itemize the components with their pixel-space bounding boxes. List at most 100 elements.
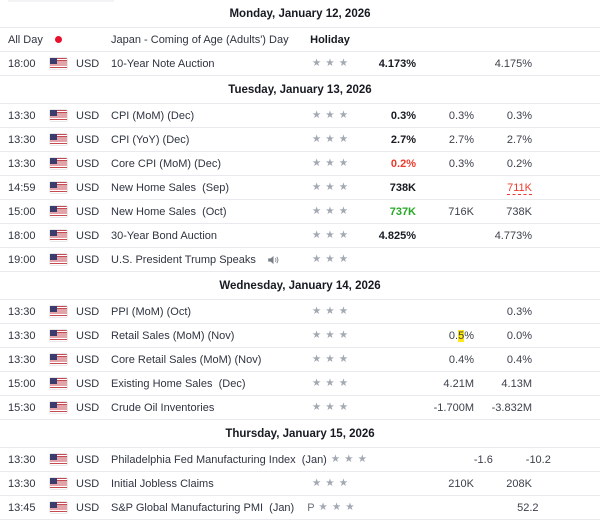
currency-label: USD bbox=[76, 205, 100, 218]
event-name[interactable]: S&P Global Manufacturing PMI (Jan) bbox=[111, 501, 295, 514]
currency-label: USD bbox=[76, 157, 100, 170]
currency-label: USD bbox=[76, 401, 100, 414]
previous-value: 0.3% bbox=[506, 109, 532, 122]
event-name[interactable]: New Home Sales (Oct) bbox=[111, 205, 227, 218]
star-icon: ★ bbox=[330, 453, 341, 466]
forecast-value: 4.21M bbox=[443, 377, 474, 390]
date-header: Wednesday, January 14, 2026 bbox=[0, 272, 600, 300]
us-flag-canton bbox=[49, 478, 57, 484]
event-name[interactable]: PPI (MoM) (Oct) bbox=[111, 305, 192, 318]
event-name[interactable]: Japan - Coming of Age (Adults') Day bbox=[111, 33, 289, 46]
event-row[interactable]: All Day Japan - Coming of Age (Adults') … bbox=[0, 28, 600, 52]
event-name[interactable]: New Home Sales (Sep) bbox=[111, 181, 229, 194]
us-flag-canton bbox=[49, 158, 57, 164]
us-flag-icon bbox=[49, 478, 67, 489]
us-flag-icon bbox=[49, 254, 67, 265]
us-flag-canton bbox=[49, 354, 57, 360]
event-row[interactable]: 15:00 USD New Home Sales (Oct) ★ ★ ★ 737K … bbox=[0, 200, 600, 224]
event-name[interactable]: CPI (MoM) (Dec) bbox=[111, 109, 195, 122]
event-row[interactable]: 14:59 USD New Home Sales (Sep) ★ ★ ★ 738K … bbox=[0, 176, 600, 200]
forecast-value: 716K bbox=[448, 205, 474, 218]
event-name-cell: PPI (MoM) (Oct) bbox=[103, 306, 308, 318]
star-icon: ★ bbox=[318, 501, 328, 514]
event-name[interactable]: CPI (YoY) (Dec) bbox=[111, 133, 190, 146]
star-icon: ★ bbox=[311, 377, 322, 390]
star-icon: ★ bbox=[311, 181, 322, 194]
event-name-cell: Retail Sales (MoM) (Nov) bbox=[103, 330, 308, 342]
event-row[interactable]: 13:45 USD S&P Global Manufacturing PMI (… bbox=[0, 496, 600, 520]
forecast-value: -1.700M bbox=[433, 401, 474, 414]
event-name-cell: CPI (YoY) (Dec) bbox=[103, 134, 308, 146]
star-icon: ★ bbox=[325, 477, 335, 490]
previous-value: 738K bbox=[506, 205, 532, 218]
event-row[interactable]: 19:00 USD U.S. President Trump Speaks ★ ★… bbox=[0, 248, 600, 272]
star-icon: ★ bbox=[338, 157, 349, 170]
event-name[interactable]: Crude Oil Inventories bbox=[111, 401, 215, 414]
flag-cell bbox=[48, 158, 68, 169]
star-icon: ★ bbox=[311, 205, 322, 218]
event-name-cell: U.S. President Trump Speaks bbox=[103, 254, 308, 266]
event-name[interactable]: Core Retail Sales (MoM) (Nov) bbox=[111, 353, 262, 366]
star-icon: ★ bbox=[325, 181, 335, 194]
previous-value: 2.7% bbox=[506, 133, 532, 146]
event-row[interactable]: 13:30 USD CPI (YoY) (Dec) ★ ★ ★ 2.7% 2.7% … bbox=[0, 128, 600, 152]
us-flag-icon bbox=[49, 158, 67, 169]
event-row[interactable]: 13:30 USD PPI (MoM) (Oct) ★ ★ ★ 0.3% bbox=[0, 300, 600, 324]
event-row[interactable]: 13:30 USD Philadelphia Fed Manufacturing… bbox=[0, 448, 600, 472]
event-row[interactable]: 13:30 USD Initial Jobless Claims ★ ★ ★ 210… bbox=[0, 472, 600, 496]
event-row[interactable]: 13:30 USD Core Retail Sales (MoM) (Nov) … bbox=[0, 348, 600, 372]
flag-cell bbox=[48, 306, 68, 317]
us-flag-canton bbox=[49, 230, 57, 236]
event-time: 13:30 bbox=[8, 109, 36, 122]
star-icon: ★ bbox=[311, 253, 322, 266]
event-time: 13:30 bbox=[8, 353, 36, 366]
actual-value: 4.825% bbox=[378, 229, 416, 242]
event-name[interactable]: Retail Sales (MoM) (Nov) bbox=[111, 329, 235, 342]
star-icon: ★ bbox=[325, 305, 335, 318]
us-flag-icon bbox=[49, 306, 67, 317]
previous-value: 4.13M bbox=[501, 377, 532, 390]
event-row[interactable]: 13:30 USD Retail Sales (MoM) (Nov) ★ ★ ★ 0… bbox=[0, 324, 600, 348]
flag-cell bbox=[48, 330, 68, 341]
event-name-cell: 30-Year Bond Auction bbox=[103, 230, 308, 242]
event-name[interactable]: Philadelphia Fed Manufacturing Index (Ja… bbox=[111, 453, 327, 466]
importance-cell: ★ ★ ★ bbox=[308, 230, 352, 241]
event-row[interactable]: 15:00 USD Existing Home Sales (Dec) ★ ★ ★ … bbox=[0, 372, 600, 396]
event-name[interactable]: Existing Home Sales (Dec) bbox=[111, 377, 246, 390]
event-row[interactable]: 13:30 USD Core CPI (MoM) (Dec) ★ ★ ★ 0.2% … bbox=[0, 152, 600, 176]
importance-cell: ★ ★ ★ bbox=[308, 158, 352, 169]
event-row[interactable]: 13:30 USD CPI (MoM) (Dec) ★ ★ ★ 0.3% 0.3% … bbox=[0, 104, 600, 128]
previous-value: 0.0% bbox=[506, 329, 532, 342]
revised-value[interactable]: 711K bbox=[507, 181, 532, 195]
event-time: 13:30 bbox=[8, 157, 36, 170]
importance-cell: ★ ★ ★ bbox=[315, 502, 359, 513]
currency-label: USD bbox=[76, 253, 100, 266]
event-time: 18:00 bbox=[8, 57, 36, 70]
event-name[interactable]: Core CPI (MoM) (Dec) bbox=[111, 157, 222, 170]
event-name-cell: Core Retail Sales (MoM) (Nov) bbox=[103, 354, 308, 366]
event-name[interactable]: Initial Jobless Claims bbox=[111, 477, 214, 490]
star-icon: ★ bbox=[325, 133, 335, 146]
flag-cell bbox=[48, 378, 68, 389]
event-name-cell: CPI (MoM) (Dec) bbox=[103, 110, 308, 122]
star-icon: ★ bbox=[311, 401, 322, 414]
event-row[interactable]: 18:00 USD 30-Year Bond Auction ★ ★ ★ 4.825… bbox=[0, 224, 600, 248]
event-row[interactable]: 15:30 USD Crude Oil Inventories ★ ★ ★ -1.7… bbox=[0, 396, 600, 420]
event-name[interactable]: 30-Year Bond Auction bbox=[111, 229, 218, 242]
flag-cell bbox=[48, 182, 68, 193]
actual-value: 4.173% bbox=[378, 57, 416, 70]
currency-label: USD bbox=[76, 453, 100, 466]
flag-cell bbox=[48, 402, 68, 413]
star-icon: ★ bbox=[338, 305, 349, 318]
us-flag-icon bbox=[49, 110, 67, 121]
us-flag-canton bbox=[49, 206, 57, 212]
event-row[interactable]: 18:00 USD 10-Year Note Auction ★ ★ ★ 4.173… bbox=[0, 52, 600, 76]
previous-value: 52.2 bbox=[517, 501, 539, 514]
currency-label: USD bbox=[76, 57, 100, 70]
event-name[interactable]: 10-Year Note Auction bbox=[111, 57, 215, 70]
event-name-cell: Core CPI (MoM) (Dec) bbox=[103, 158, 308, 170]
star-icon: ★ bbox=[338, 329, 349, 342]
event-name-cell: New Home Sales (Sep) bbox=[103, 182, 308, 194]
event-name[interactable]: U.S. President Trump Speaks bbox=[111, 253, 256, 266]
